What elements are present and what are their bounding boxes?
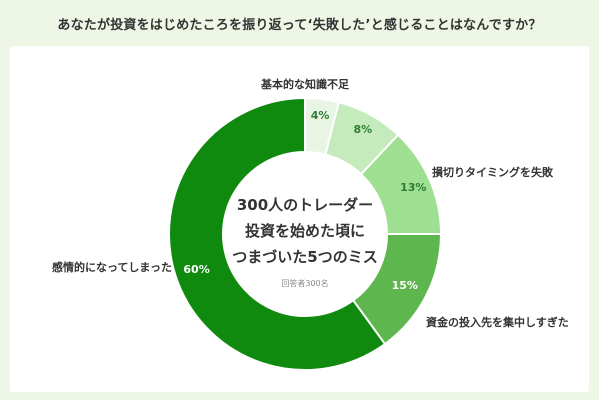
slice-category-label-4: 資金の投入先を集中しすぎた [426,315,569,329]
title-bar: あなたが投資をはじめたころを振り返って‘失敗した’と感じることはなんですか？ [0,0,599,46]
center-line-3: つまづいた5つのミス [232,248,377,266]
slice-percent-label-4: 15% [392,279,418,292]
slice-category-label-1: 基本的な知識不足 [260,77,350,91]
slice-percent-label-2: 8% [353,123,372,136]
slice-percent-label-1: 4% [311,109,330,122]
center-line-2: 投資を始めた頃に [245,222,365,240]
center-text: 300人のトレーダー 投資を始めた頃に つまづいた5つのミス 回答者300名 [232,196,377,288]
donut-slice-5 [168,96,387,371]
respondent-note: 回答者300名 [281,278,328,288]
page-title: あなたが投資をはじめたころを振り返って‘失敗した’と感じることはなんですか？ [57,17,542,33]
center-line-1: 300人のトレーダー [237,196,373,214]
slice-percent-label-5: 60% [183,263,209,276]
slice-percent-label-3: 13% [400,181,426,194]
slice-category-label-5: 感情的になってしまった [52,260,172,274]
donut-hole [224,153,386,315]
slice-category-label-3: 損切りタイミングを失敗 [432,165,554,179]
